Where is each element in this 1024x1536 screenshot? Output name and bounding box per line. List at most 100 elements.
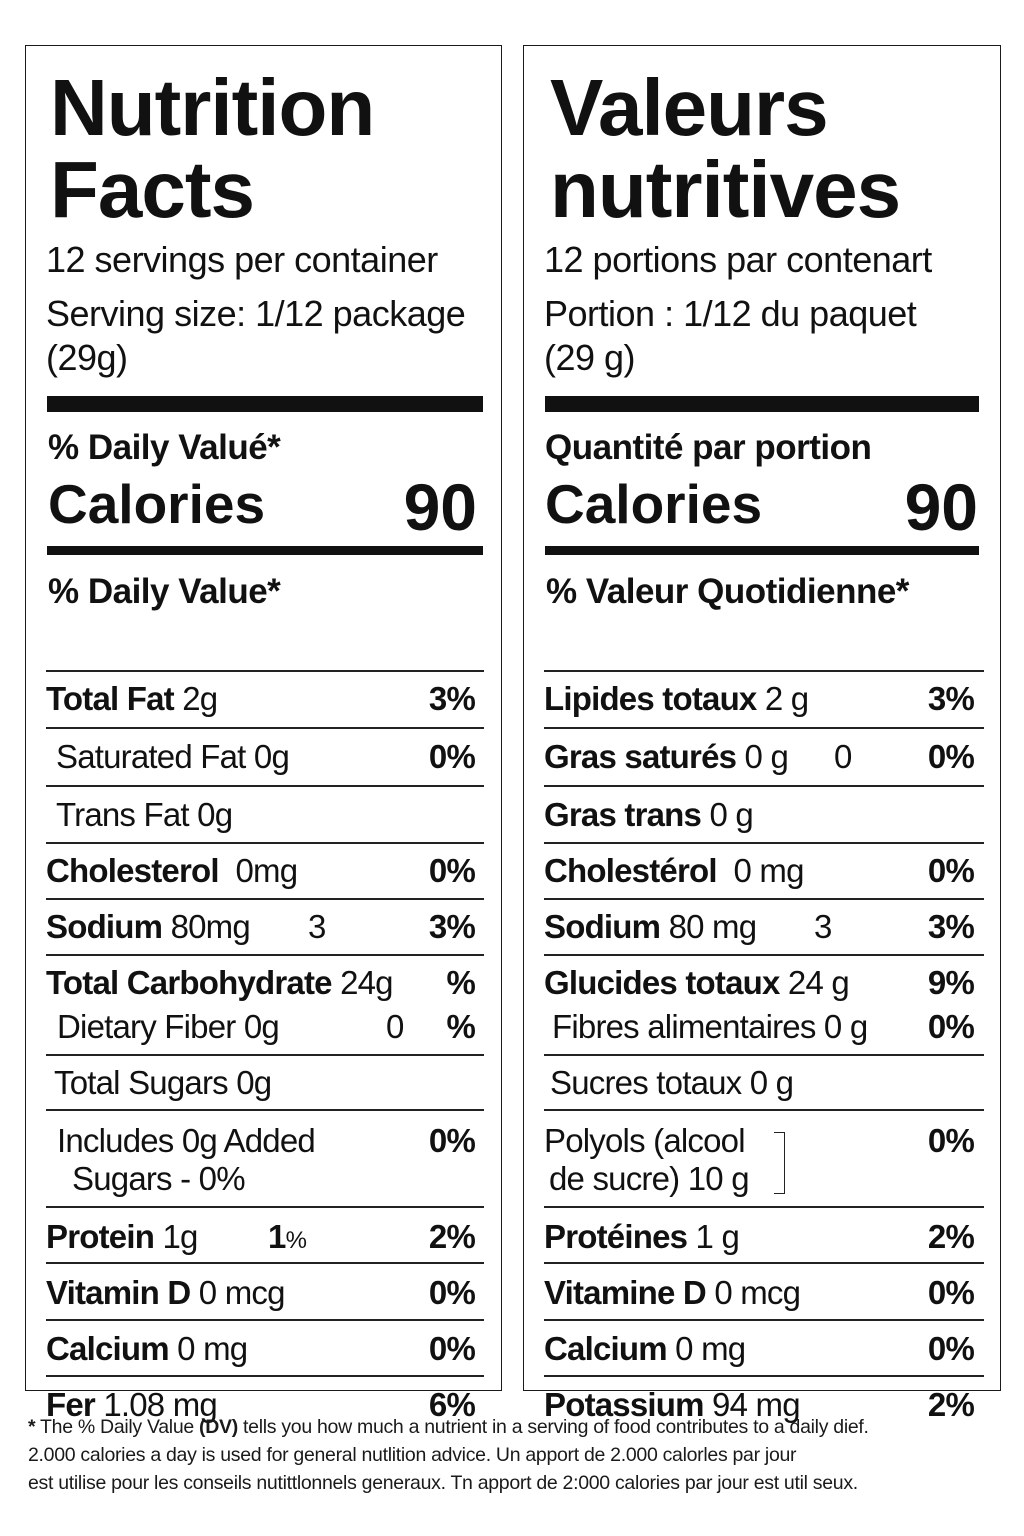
percent-daily-value: 0%: [428, 852, 476, 889]
nutrient-amount: Fibres alimentaires 0 g: [552, 1008, 868, 1045]
nutrient-label: Includes 0g Added Sugars - 0%: [57, 1122, 316, 1198]
percent-daily-value: 2%: [428, 1218, 476, 1255]
row-divider: [46, 1319, 484, 1321]
nutrient-label: Fibres alimentaires 0 g: [552, 1008, 868, 1046]
nutrient-label: Sodium 80mg: [46, 908, 251, 946]
thick-divider: [545, 396, 979, 412]
nutrient-amount: 1g: [154, 1218, 198, 1255]
nutrient-amount: 2g: [173, 680, 218, 717]
nutrient-amount: 0 mg: [666, 1330, 746, 1367]
nutrient-name: Calcium: [46, 1330, 170, 1367]
row-divider: [46, 785, 484, 787]
daily-value-header: % Daily Value*: [48, 572, 281, 611]
nutrient-label: Vitamine D 0 mcg: [544, 1274, 801, 1312]
row-divider: [46, 1262, 484, 1264]
nutrient-amount: Trans Fat 0g: [56, 796, 233, 833]
nutrient-amount: Sucres totaux 0 g: [550, 1064, 794, 1101]
nutrient-name: Protéines: [544, 1218, 688, 1255]
nutrient-name: Cholestérol: [544, 852, 718, 889]
calories-label: Calories: [48, 473, 266, 535]
nutrient-label: Sodium 80 mg: [544, 908, 757, 946]
footnote-text-c: tells you how much a nutrient in a servi…: [237, 1416, 869, 1438]
nutrient-name: Vitamine D: [544, 1274, 707, 1311]
percent-daily-value: 2%: [927, 1386, 975, 1423]
nutrient-amount: 0 mg: [716, 852, 804, 889]
nutrient-amount: 0 g: [701, 796, 753, 833]
nutrient-label: Saturated Fat 0g: [56, 738, 290, 776]
footnote-line-3: est utilise pour les conseils nutittlonn…: [28, 1472, 858, 1494]
nutrient-label: Protein 1g: [46, 1218, 198, 1256]
medium-divider: [47, 546, 483, 555]
bracket-mark: [774, 1132, 785, 1194]
footnote-dv-abbrev: (DV): [199, 1416, 238, 1438]
stray-value: 3: [308, 908, 326, 945]
stray-value: 1%: [268, 1218, 307, 1260]
nutrient-amount: Includes 0g Added: [57, 1122, 316, 1159]
nutrient-label: Total Fat 2g: [46, 680, 218, 718]
row-divider: [544, 842, 984, 844]
nutrient-label: Protéines 1 g: [544, 1218, 740, 1256]
title-line-2: nutritives: [550, 145, 901, 234]
row-divider: [544, 670, 984, 672]
row-divider: [46, 1109, 484, 1111]
nutrient-label: Calcium 0 mg: [46, 1330, 248, 1368]
percent-daily-value: 6%: [428, 1386, 476, 1423]
thick-divider: [47, 396, 483, 412]
row-divider: [544, 898, 984, 900]
row-divider: [544, 1206, 984, 1208]
nutrient-label: Dietary Fiber 0g: [57, 1008, 280, 1046]
percent-daily-value: 3%: [428, 680, 476, 717]
nutrient-amount: 94 mg: [703, 1386, 801, 1423]
nutrient-amount: 2 g: [756, 680, 809, 717]
serving-size-grams: (29g): [46, 337, 128, 378]
footnote: * The % Daily Value (DV) tells you how m…: [28, 1413, 1003, 1497]
percent-daily-value: 0%: [927, 1274, 975, 1311]
nutrient-label: Glucides totaux 24 g: [544, 964, 850, 1002]
nutrient-label: Calcium 0 mg: [544, 1330, 746, 1368]
title-line-1: Valeurs: [550, 63, 829, 152]
nutrient-name: Fer: [46, 1386, 96, 1423]
stray-value-suffix: %: [285, 1227, 307, 1254]
nutrition-facts-panel-english: Nutrition Facts 12 servings per containe…: [25, 45, 502, 1423]
nutrient-amount: Saturated Fat 0g: [56, 738, 290, 775]
nutrient-amount: Dietary Fiber 0g: [57, 1008, 280, 1045]
row-divider: [46, 1054, 484, 1056]
nutrient-amount: 80mg: [162, 908, 251, 945]
row-divider: [46, 670, 484, 672]
percent-daily-value: 2%: [927, 1218, 975, 1255]
title-line-1: Nutrition: [50, 63, 375, 152]
row-divider: [46, 1206, 484, 1208]
calories-value: 90: [403, 470, 477, 544]
nutrient-name: Gras saturés: [544, 738, 737, 775]
nutrient-label: Sucres totaux 0 g: [550, 1064, 794, 1102]
nutrient-amount: 0 mcg: [190, 1274, 286, 1311]
percent-daily-value: 0%: [927, 1008, 975, 1045]
nutrient-amount: 0 mcg: [705, 1274, 801, 1311]
nutrient-amount: 24g: [331, 964, 393, 1001]
percent-daily-value: 0%: [927, 738, 975, 775]
nutrient-label: Polyols (alcool de sucre) 10 g: [544, 1122, 750, 1198]
stray-value-bold: 1: [268, 1218, 286, 1255]
nutrient-label-continued: Sugars - 0%: [72, 1160, 246, 1197]
footnote-line-2: 2.000 calories a day is used for general…: [28, 1444, 797, 1466]
nutrient-name: Sodium: [46, 908, 163, 945]
nutrient-label: Gras saturés 0 g: [544, 738, 789, 776]
nutrient-amount: 1.08 mg: [94, 1386, 217, 1423]
percent-daily-value: %: [446, 964, 475, 1001]
footnote-star: *: [28, 1416, 36, 1438]
percent-daily-value: 0%: [428, 1274, 476, 1311]
nutrient-name: Total Carbohydrate: [46, 964, 333, 1001]
nutrient-amount: 24 g: [779, 964, 850, 1001]
nutrient-name: Calcium: [544, 1330, 668, 1367]
row-divider: [544, 785, 984, 787]
daily-value-header-top: % Daily Valué*: [48, 428, 281, 467]
nutrient-label: Fer 1.08 mg: [46, 1386, 218, 1424]
row-divider: [46, 727, 484, 729]
nutrient-name: Protein: [46, 1218, 155, 1255]
percent-daily-value: 0%: [927, 1330, 975, 1367]
servings-per-container: 12 servings per container: [46, 239, 438, 280]
nutrient-label: Lipides totaux 2 g: [544, 680, 809, 718]
servings-per-container: 12 portions par contenart: [544, 239, 932, 280]
nutrient-name: Potassium: [544, 1386, 704, 1423]
title-line-2: Facts: [50, 145, 255, 234]
